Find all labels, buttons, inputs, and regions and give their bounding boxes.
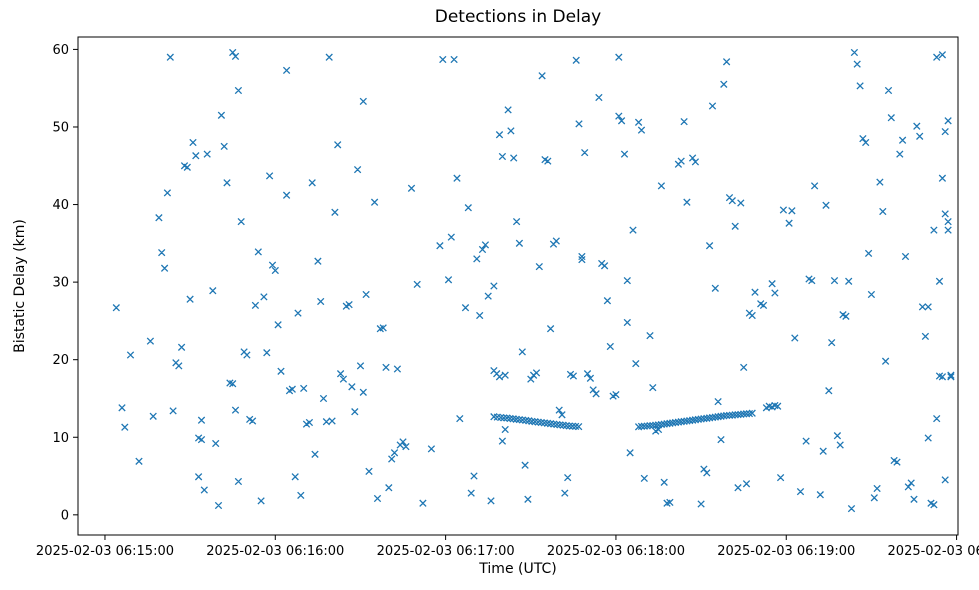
y-axis-label: Bistatic Delay (km) bbox=[12, 219, 28, 353]
y-tick-label: 40 bbox=[52, 198, 69, 213]
x-tick-label: 2025-02-03 06:16:00 bbox=[206, 544, 344, 559]
scatter-points bbox=[112, 48, 955, 513]
plot-border bbox=[77, 36, 959, 536]
chart-title: Detections in Delay bbox=[434, 7, 602, 27]
y-tick-label: 20 bbox=[52, 353, 69, 368]
y-tick-label: 50 bbox=[52, 120, 69, 135]
y-tick-label: 60 bbox=[52, 43, 69, 58]
y-tick-label: 0 bbox=[61, 508, 69, 523]
x-tick-label: 2025-02-03 06:20:00 bbox=[888, 544, 979, 559]
x-tick-label: 2025-02-03 06:19:00 bbox=[717, 544, 855, 559]
x-axis-label: Time (UTC) bbox=[479, 561, 557, 577]
x-tick-label: 2025-02-03 06:18:00 bbox=[547, 544, 685, 559]
y-tick-label: 30 bbox=[52, 276, 69, 291]
x-tick-label: 2025-02-03 06:15:00 bbox=[36, 544, 174, 559]
x-tick-label: 2025-02-03 06:17:00 bbox=[377, 544, 515, 559]
y-tick-label: 10 bbox=[52, 431, 69, 446]
